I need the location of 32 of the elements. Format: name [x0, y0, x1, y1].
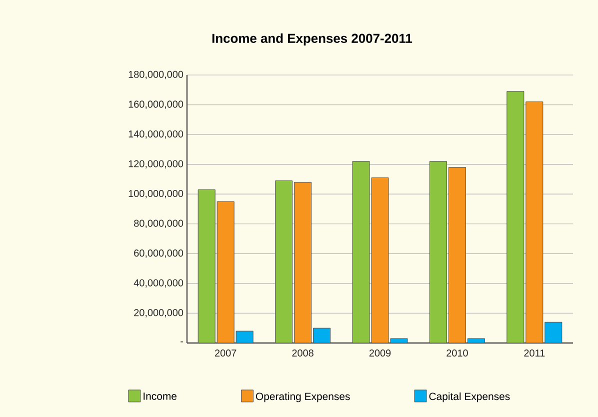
bar — [371, 177, 389, 343]
bar — [544, 322, 562, 343]
legend-label: Operating Expenses — [256, 392, 350, 402]
bar — [352, 161, 370, 343]
bar — [448, 167, 466, 343]
bar — [236, 331, 254, 343]
chart-title: Income and Expenses 2007-2011 — [212, 33, 412, 46]
bar — [275, 180, 293, 343]
y-tick-label: 20,000,000 — [134, 309, 184, 318]
x-tick-label: 2010 — [446, 350, 468, 357]
x-tick-label: 2007 — [215, 350, 236, 357]
y-tick-label: 120,000,000 — [128, 160, 184, 168]
bar — [526, 102, 544, 343]
legend-label: Capital Expenses — [429, 392, 510, 402]
y-tick-label: 180,000,000 — [128, 70, 184, 80]
bar — [429, 161, 447, 343]
bar — [216, 201, 234, 343]
x-tick-label: 2009 — [369, 350, 391, 357]
y-tick-label: 100,000,000 — [128, 190, 184, 198]
bar — [506, 91, 524, 343]
bar — [198, 189, 216, 343]
bar — [294, 182, 312, 343]
y-tick-label: 80,000,000 — [134, 220, 184, 228]
x-tick-label: 2011 — [524, 350, 545, 357]
legend-label: Income — [144, 392, 177, 400]
y-tick-label: 140,000,000 — [128, 130, 184, 139]
y-tick-label: 40,000,000 — [134, 279, 184, 288]
y-tick-label: - — [180, 341, 184, 342]
x-tick-label: 2008 — [292, 350, 314, 357]
bar — [313, 328, 331, 343]
y-tick-label: 60,000,000 — [134, 250, 184, 258]
y-tick-label: 160,000,000 — [128, 100, 184, 109]
